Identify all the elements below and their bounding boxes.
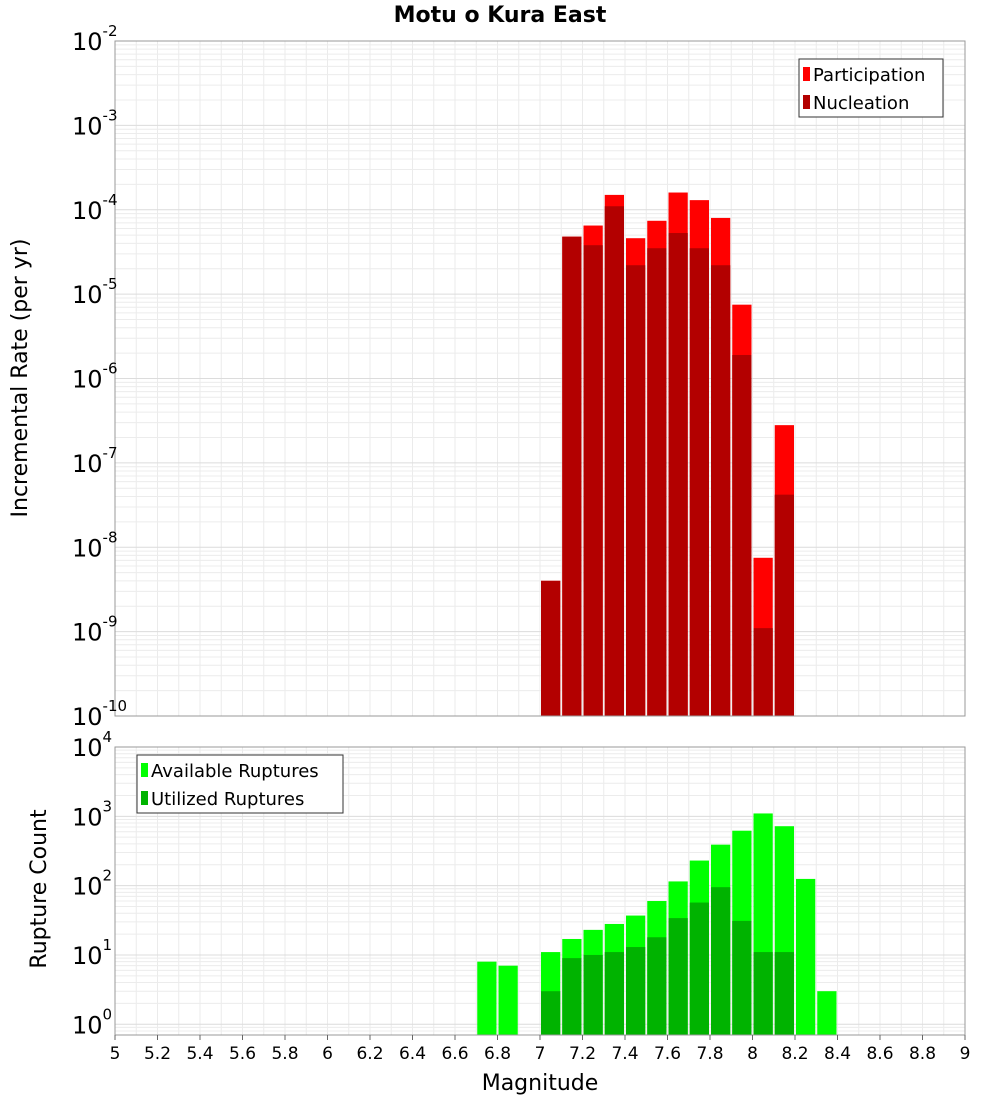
x-tick-label: 5.4: [186, 1044, 213, 1064]
top-legend: Participation Nucleation: [798, 58, 944, 118]
top-bar-series2: [668, 233, 688, 716]
x-tick-label: 6.4: [399, 1044, 426, 1064]
x-tick-label: 5.8: [271, 1044, 298, 1064]
x-tick-label: 8.2: [781, 1044, 808, 1064]
top-y-tick-label: 10-4: [72, 191, 118, 225]
x-tick-label: 8.6: [866, 1044, 893, 1064]
bottom-legend: Available Ruptures Utilized Ruptures: [136, 754, 344, 814]
top-y-tick-label: 10-2: [72, 22, 118, 56]
top-bar-series2: [753, 628, 773, 716]
top-plot-area: 10-2 10-3 10-4 10-5 10-6 10-7 10-8 10-9 10-10 Par…: [72, 22, 966, 731]
bottom-legend-label: Utilized Ruptures: [151, 789, 304, 810]
bottom-y-axis-title: Rupture Count: [27, 809, 52, 969]
bottom-bar-series2: [583, 954, 603, 1035]
bottom-y-tick-label: 103: [72, 797, 112, 831]
bottom-grid: [114, 747, 966, 1036]
x-tick-label: 7.8: [696, 1044, 723, 1064]
bottom-bar-series2: [647, 937, 667, 1035]
bottom-bar-series1: [477, 961, 497, 1035]
x-axis-title: Magnitude: [482, 1071, 599, 1096]
x-tick-label: 7.2: [569, 1044, 596, 1064]
top-bar-series2: [774, 494, 794, 716]
x-tick-label: 7.4: [611, 1044, 638, 1064]
bottom-bar-series1: [498, 965, 518, 1035]
top-legend-box: [798, 58, 944, 118]
bottom-legend-swatch: [141, 791, 148, 805]
bottom-bars: [477, 813, 837, 1035]
bottom-plot-area: 104 103 102 101 100 5 5.2 5.4 5.6 5.8 6 6.2 6.4 6.6 6.…: [72, 728, 970, 1064]
top-grid: [114, 41, 966, 717]
bottom-bar-series2: [562, 958, 582, 1035]
x-tick-label: 7.6: [654, 1044, 681, 1064]
top-bar-series2: [626, 265, 646, 716]
bottom-y-tick-label: 104: [72, 728, 112, 762]
top-y-tick-label: 10-3: [72, 106, 118, 140]
bottom-bar-series2: [689, 902, 709, 1035]
top-bar-series2: [732, 354, 752, 716]
top-y-tick-label: 10-10: [72, 697, 127, 731]
bottom-bar-series2: [711, 887, 731, 1035]
top-y-tick-label: 10-5: [72, 275, 118, 309]
bottom-bar-series2: [753, 952, 773, 1035]
x-tick-label: 6.8: [484, 1044, 511, 1064]
x-tick-label: 8.4: [824, 1044, 851, 1064]
top-bars: [541, 192, 794, 717]
top-legend-label: Nucleation: [813, 93, 909, 114]
bottom-legend-box: [136, 754, 344, 814]
top-bar-series2: [541, 580, 561, 716]
bottom-y-tick-label: 102: [72, 867, 112, 901]
top-legend-label: Participation: [813, 65, 925, 86]
bottom-legend-label: Available Ruptures: [151, 761, 319, 782]
bottom-y-tick-label: 101: [72, 936, 112, 970]
x-tick-label: 6.6: [441, 1044, 468, 1064]
x-tick-label: 8.8: [909, 1044, 936, 1064]
top-bar-series2: [711, 265, 731, 716]
x-tick-label: 6.2: [356, 1044, 383, 1064]
top-bar-series2: [647, 248, 667, 717]
bottom-bar-series2: [732, 920, 752, 1035]
top-legend-swatch: [803, 95, 810, 109]
x-tick-label: 9: [960, 1044, 971, 1064]
x-tick-label: 6: [322, 1044, 333, 1064]
bottom-bar-series2: [541, 991, 561, 1035]
top-plot-border: [114, 40, 966, 717]
x-tick-label: 7: [535, 1044, 546, 1064]
top-y-axis-title: Incremental Rate (per yr): [8, 239, 33, 518]
bottom-legend-swatch: [141, 763, 148, 777]
top-bar-series2: [689, 248, 709, 717]
x-tick-label: 5.6: [229, 1044, 256, 1064]
x-tick-label: 5: [110, 1044, 121, 1064]
x-tick-label: 8: [747, 1044, 758, 1064]
top-bar-series2: [583, 245, 603, 717]
bottom-bar-series1: [817, 991, 837, 1035]
top-y-tick-label: 10-7: [72, 444, 118, 478]
top-y-tick-label: 10-8: [72, 528, 118, 562]
chart-title: Motu o Kura East: [394, 3, 607, 28]
top-y-tick-label: 10-6: [72, 360, 118, 394]
top-bar-series2: [604, 206, 624, 716]
x-tick-label: 5.2: [144, 1044, 171, 1064]
bottom-bar-series2: [604, 952, 624, 1035]
bottom-bar-series2: [774, 952, 794, 1035]
bottom-bar-series2: [626, 947, 646, 1035]
bottom-bar-series2: [668, 918, 688, 1035]
bottom-bar-series1: [796, 878, 816, 1035]
top-y-tick-label: 10-9: [72, 613, 118, 647]
top-legend-swatch: [803, 67, 810, 81]
top-bar-series2: [562, 236, 582, 716]
bottom-y-tick-label: 100: [72, 1005, 112, 1039]
